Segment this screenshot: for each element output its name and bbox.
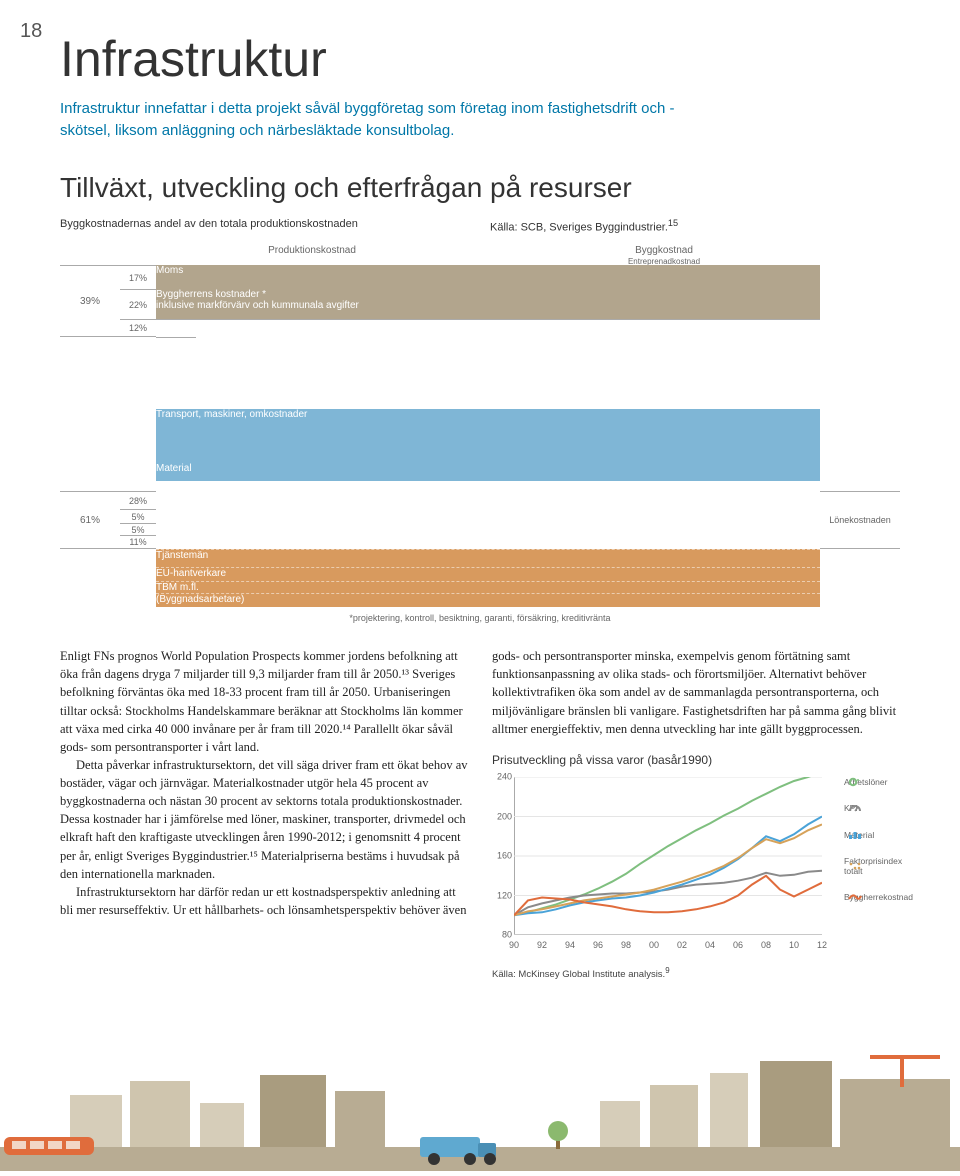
chart-caption: Byggkostnadernas andel av den totala pro… bbox=[60, 218, 920, 234]
lead-paragraph: Infrastruktur innefattar i detta projekt… bbox=[60, 98, 700, 142]
price-development-chart: 80120160200240909294969800020406081012Ar… bbox=[492, 777, 900, 957]
legend-item: KPI bbox=[826, 803, 900, 813]
body-paragraph: gods- och persontransporter minska, exem… bbox=[492, 647, 900, 738]
legend-item: Material bbox=[826, 830, 900, 840]
minichart-title: Prisutveckling på vissa varor (basår1990… bbox=[492, 752, 900, 769]
page-number: 18 bbox=[20, 20, 42, 43]
legend-item: Faktorprisindex totalt bbox=[826, 856, 900, 876]
cost-header-right: ByggkostnadEntreprenadkostnad bbox=[508, 243, 820, 265]
legend-item: Byggherrekostnad bbox=[826, 892, 900, 902]
cost-header-left: Produktionskostnad bbox=[156, 243, 468, 265]
body-paragraph: Detta påverkar infrastruktursektorn, det… bbox=[60, 756, 468, 883]
chart-caption-right: Källa: SCB, Sveriges Byggindustrier.15 bbox=[490, 218, 920, 234]
cost-diagram: Produktionskostnad ByggkostnadEntreprenad… bbox=[60, 243, 900, 623]
minichart-source: Källa: McKinsey Global Institute analysi… bbox=[492, 965, 900, 982]
body-right-column: gods- och persontransporter minska, exem… bbox=[492, 647, 900, 982]
page-title: Infrastruktur bbox=[60, 30, 920, 88]
body-left-column: Enligt FNs prognos World Population Pros… bbox=[60, 647, 468, 982]
legend-item: Arbetslöner bbox=[826, 777, 900, 787]
body-paragraph: Infrastruktursektorn har därför redan ur… bbox=[60, 883, 468, 919]
chart-caption-left: Byggkostnadernas andel av den totala pro… bbox=[60, 218, 490, 234]
section-heading: Tillväxt, utveckling och efterfrågan på … bbox=[60, 172, 920, 204]
cityscape-illustration bbox=[0, 1051, 960, 1171]
body-paragraph: Enligt FNs prognos World Population Pros… bbox=[60, 647, 468, 756]
